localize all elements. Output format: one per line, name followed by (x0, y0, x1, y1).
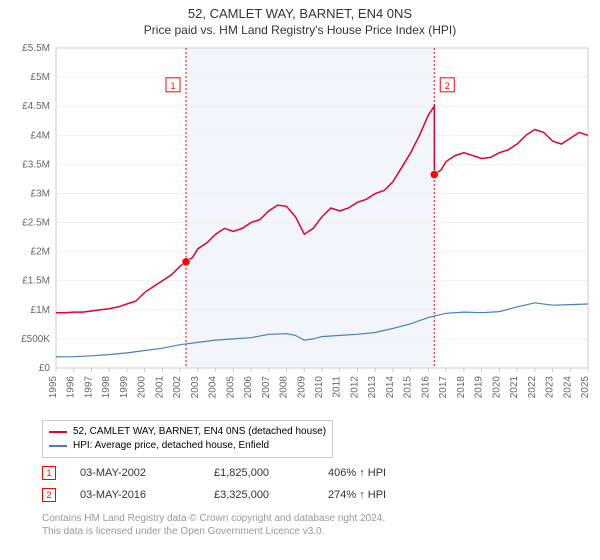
svg-text:2005: 2005 (225, 376, 236, 399)
titles: 52, CAMLET WAY, BARNET, EN4 0NS Price pa… (0, 0, 600, 37)
svg-text:2011: 2011 (332, 376, 343, 398)
legend-label: 52, CAMLET WAY, BARNET, EN4 0NS (detache… (73, 425, 326, 439)
event-marker: 2 (42, 488, 56, 502)
chart-svg: £0 £500K £1M £1.5M £2M £2.5M £3M £3.5M £4M £4.5M £… (0, 42, 600, 412)
svg-text:2017: 2017 (438, 376, 449, 399)
svg-text:2014: 2014 (385, 376, 396, 399)
svg-text:2013: 2013 (367, 376, 378, 399)
svg-text:1: 1 (170, 81, 175, 91)
svg-text:2012: 2012 (349, 376, 360, 399)
event-date: 03-MAY-2002 (80, 467, 190, 479)
svg-text:2010: 2010 (314, 376, 325, 399)
event-row: 1 03-MAY-2002 £1,825,000 406% ↑ HPI (42, 462, 418, 484)
event-marker: 1 (42, 466, 56, 480)
chart: £0 £500K £1M £1.5M £2M £2.5M £3M £3.5M £4M £4.5M £… (0, 42, 600, 412)
svg-text:£2M: £2M (31, 247, 50, 258)
svg-text:£1M: £1M (31, 305, 50, 316)
svg-text:1996: 1996 (66, 376, 77, 399)
svg-text:2007: 2007 (261, 376, 272, 399)
svg-text:£3M: £3M (31, 188, 50, 199)
svg-text:£2.5M: £2.5M (22, 218, 50, 229)
chart-container: 52, CAMLET WAY, BARNET, EN4 0NS Price pa… (0, 0, 600, 560)
svg-text:2003: 2003 (190, 376, 201, 399)
svg-text:2021: 2021 (509, 376, 520, 399)
svg-text:2002: 2002 (172, 376, 183, 399)
svg-text:1998: 1998 (101, 376, 112, 399)
legend-swatch (49, 445, 67, 447)
event-pct: 406% ↑ HPI (328, 467, 418, 479)
svg-text:2015: 2015 (403, 376, 414, 399)
svg-text:2022: 2022 (527, 376, 538, 399)
svg-text:£1.5M: £1.5M (22, 276, 50, 287)
attribution-line1: Contains HM Land Registry data © Crown c… (42, 512, 385, 525)
event-price: £1,825,000 (214, 467, 304, 479)
svg-text:2: 2 (445, 81, 450, 91)
event-pct: 274% ↑ HPI (328, 489, 418, 501)
svg-text:£500K: £500K (21, 334, 50, 345)
svg-text:2019: 2019 (474, 376, 485, 399)
svg-text:2018: 2018 (456, 376, 467, 399)
svg-text:2006: 2006 (243, 376, 254, 399)
svg-text:2016: 2016 (420, 376, 431, 399)
attribution-line2: This data is licensed under the Open Gov… (42, 525, 385, 538)
svg-text:2008: 2008 (279, 376, 290, 399)
svg-text:£5.5M: £5.5M (22, 43, 50, 54)
attribution: Contains HM Land Registry data © Crown c… (42, 512, 385, 538)
svg-text:2004: 2004 (208, 376, 219, 399)
svg-text:2001: 2001 (154, 376, 165, 399)
svg-text:£3.5M: £3.5M (22, 159, 50, 170)
svg-text:1997: 1997 (83, 376, 94, 399)
svg-text:2020: 2020 (491, 376, 502, 399)
legend-swatch (49, 431, 67, 433)
event-price: £3,325,000 (214, 489, 304, 501)
title-line1: 52, CAMLET WAY, BARNET, EN4 0NS (0, 6, 600, 21)
svg-text:£0: £0 (39, 363, 51, 374)
legend-item: 52, CAMLET WAY, BARNET, EN4 0NS (detache… (49, 425, 326, 439)
title-line2: Price paid vs. HM Land Registry's House … (0, 23, 600, 37)
event-date: 03-MAY-2016 (80, 489, 190, 501)
svg-text:1999: 1999 (119, 376, 130, 399)
events-table: 1 03-MAY-2002 £1,825,000 406% ↑ HPI 2 03-MAY-… (42, 462, 418, 506)
legend: 52, CAMLET WAY, BARNET, EN4 0NS (detache… (42, 420, 333, 458)
svg-text:1995: 1995 (48, 376, 59, 399)
legend-item: HPI: Average price, detached house, Enfi… (49, 439, 326, 453)
svg-text:2024: 2024 (562, 376, 573, 399)
svg-text:£5M: £5M (31, 72, 50, 83)
svg-text:2025: 2025 (580, 376, 591, 399)
svg-text:2023: 2023 (545, 376, 556, 399)
svg-text:2000: 2000 (137, 376, 148, 399)
svg-text:£4M: £4M (31, 130, 50, 141)
svg-text:2009: 2009 (296, 376, 307, 399)
event-row: 2 03-MAY-2016 £3,325,000 274% ↑ HPI (42, 484, 418, 506)
svg-text:£4.5M: £4.5M (22, 101, 50, 112)
legend-label: HPI: Average price, detached house, Enfi… (73, 439, 269, 453)
